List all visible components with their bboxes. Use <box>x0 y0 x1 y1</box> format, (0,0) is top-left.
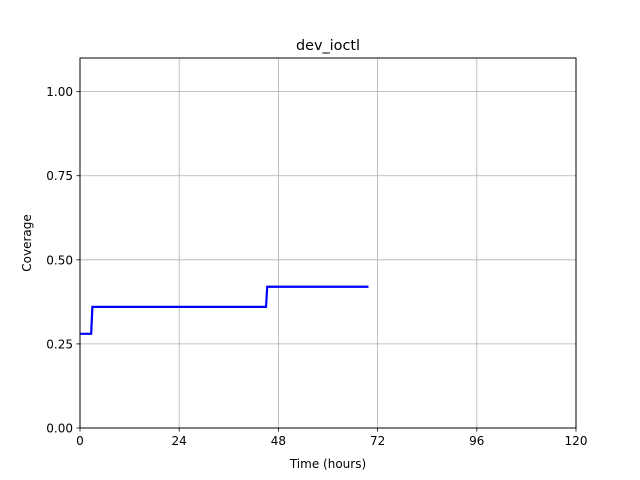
x-tick-label: 96 <box>469 434 484 448</box>
y-tick-label: 0.75 <box>46 169 73 183</box>
y-tick-label: 0.25 <box>46 337 73 351</box>
x-axis-label: Time (hours) <box>289 457 366 471</box>
y-axis-label: Coverage <box>20 214 34 272</box>
x-tick-label: 0 <box>76 434 84 448</box>
x-tick-label: 48 <box>271 434 286 448</box>
y-tick-label: 0.00 <box>46 422 73 436</box>
ticks: 0 24 48 72 96 120 0.00 0.25 0.50 0.75 1.00 <box>46 85 587 448</box>
x-tick-label: 24 <box>172 434 187 448</box>
x-tick-label: 120 <box>565 434 588 448</box>
chart-title: dev_ioctl <box>296 38 360 54</box>
y-tick-label: 0.50 <box>46 253 73 267</box>
y-tick-label: 1.00 <box>46 85 73 99</box>
x-tick-label: 72 <box>370 434 385 448</box>
coverage-series-line <box>80 285 369 335</box>
series-layer <box>80 285 369 335</box>
plot-frame <box>79 57 577 429</box>
